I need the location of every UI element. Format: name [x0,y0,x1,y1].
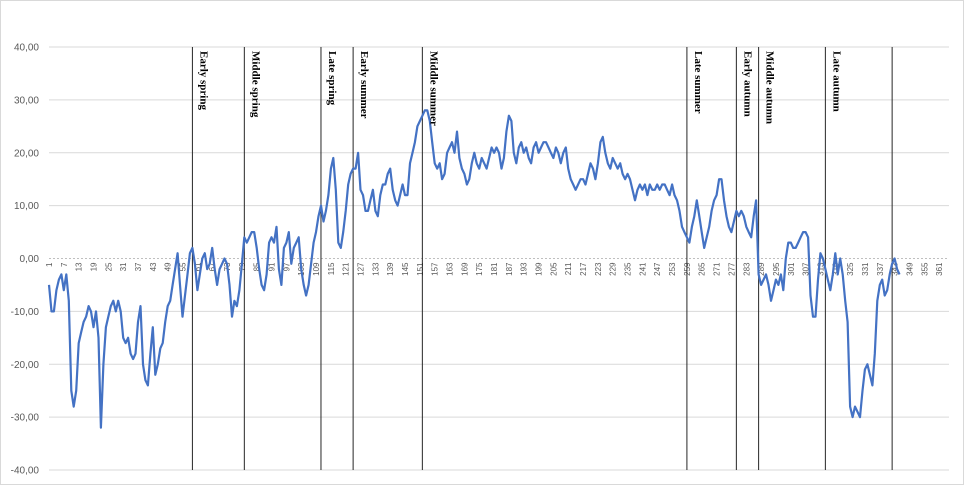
x-tick-label: 301 [787,262,796,276]
y-tick-label: -30,00 [11,413,40,424]
x-tick-label: 349 [905,262,914,276]
x-tick-label: 175 [475,262,484,276]
x-tick-label: 163 [446,262,455,276]
x-tick-label: 151 [416,262,425,276]
x-tick-label: 277 [727,262,736,276]
y-axis-ticks: -40,00 -30,00 -20,00 -10,00 0,00 10,00 20,00 30… [11,43,40,477]
x-tick-label: 313 [816,262,825,276]
y-tick-label: 0,00 [20,254,40,265]
x-tick-label: 121 [342,262,351,276]
x-tick-label: 43 [149,262,158,271]
season-label: Early autumn [741,51,753,117]
x-tick-label: 235 [624,262,633,276]
x-tick-label: 67 [208,262,217,271]
x-tick-label: 343 [891,262,900,276]
x-tick-label: 169 [460,262,469,276]
y-tick-label: 10,00 [14,201,39,212]
gridlines [49,46,949,471]
x-tick-label: 187 [505,262,514,276]
x-tick-label: 97 [282,262,291,271]
x-tick-label: 205 [549,262,558,276]
x-tick-label: 7 [60,262,69,267]
season-label: Middle summer [427,51,439,126]
x-tick-label: 61 [193,262,202,271]
x-tick-label: 331 [861,262,870,276]
x-tick-label: 289 [757,262,766,276]
x-tick-label: 139 [386,262,395,276]
x-tick-label: 319 [831,262,840,276]
x-tick-label: 307 [802,262,811,276]
x-tick-label: 217 [579,262,588,276]
y-tick-label: -20,00 [11,360,40,371]
season-label: Late autumn [830,51,842,112]
x-tick-label: 283 [742,262,751,276]
x-tick-label: 25 [104,262,113,271]
x-tick-label: 91 [268,262,277,271]
y-tick-label: 30,00 [14,95,39,106]
x-tick-label: 37 [134,262,143,271]
x-tick-label: 337 [876,262,885,276]
x-tick-label: 115 [327,262,336,275]
season-label: Middle autumn [764,51,776,124]
x-tick-label: 109 [312,262,321,276]
x-tick-label: 253 [668,262,677,276]
x-tick-label: 241 [638,262,647,276]
x-tick-label: 355 [920,262,929,276]
season-label: Early spring [197,51,209,110]
x-tick-label: 127 [357,262,366,276]
x-tick-label: 229 [609,262,618,276]
x-tick-label: 55 [179,262,188,271]
x-tick-label: 271 [713,262,722,276]
x-tick-label: 145 [401,262,410,276]
x-tick-label: 181 [490,262,499,276]
series-layer [47,109,901,429]
x-tick-label: 199 [535,262,544,276]
x-tick-label: 157 [431,262,440,276]
x-tick-label: 31 [119,262,128,271]
y-tick-label: -40,00 [11,466,40,477]
x-tick-label: 19 [90,262,99,271]
y-tick-label: 40,00 [14,43,39,54]
x-tick-label: 295 [772,262,781,276]
x-tick-label: 325 [846,262,855,276]
season-label: Middle spring [249,51,261,118]
y-tick-label: -10,00 [11,307,40,318]
x-tick-label: 265 [698,262,707,276]
x-tick-label: 193 [520,262,529,276]
x-tick-label: 85 [253,262,262,271]
x-tick-label: 247 [653,262,662,276]
x-tick-label: 223 [594,262,603,276]
x-tick-label: 361 [935,262,944,276]
x-tick-label: 13 [75,262,84,271]
season-labels: Early spring Middle spring Late spring Earl… [197,51,842,126]
season-label: Late summer [692,51,704,114]
x-tick-label: 133 [371,262,380,276]
x-tick-label: 49 [164,262,173,271]
season-label: Early summer [358,51,370,119]
season-label: Late spring [326,51,338,106]
y-tick-label: 20,00 [14,148,39,159]
x-tick-label: 1 [45,262,54,267]
series-line [47,109,901,429]
x-tick-label: 211 [564,262,573,275]
